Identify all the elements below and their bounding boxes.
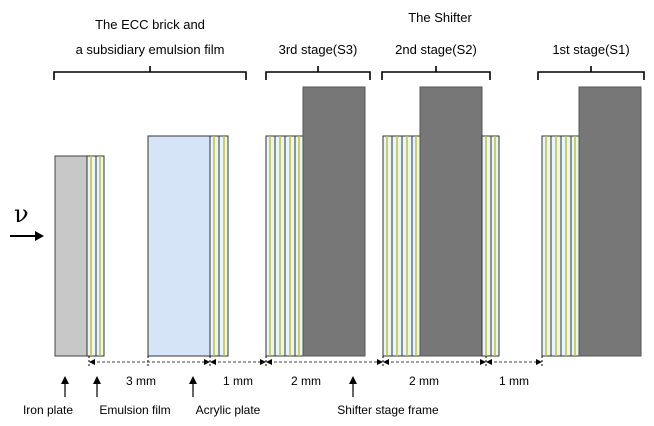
dim-1mm-label-a: 1 mm <box>223 374 253 388</box>
stage1-label: 1st stage(S1) <box>552 42 629 57</box>
stage1-bracket <box>537 66 645 80</box>
dim-1mm-line-b <box>486 359 542 365</box>
shifter-frame-pointer-icon <box>349 376 357 397</box>
dim-2mm-label-a: 2 mm <box>291 374 321 388</box>
dim-1mm-label-b: 1 mm <box>499 374 529 388</box>
dim-2mm-label-b: 2 mm <box>409 374 439 388</box>
emulsion-film-pointer-icon <box>93 376 101 397</box>
iron-plate-pointer-icon <box>61 376 69 397</box>
acrylic-plate-pointer-icon <box>189 376 197 397</box>
beam-arrow-icon <box>10 231 44 241</box>
dim-1mm-line-a <box>210 359 266 365</box>
dim-3mm-line <box>89 359 210 365</box>
stage1-frame <box>578 86 642 357</box>
stage3-frame <box>302 86 366 357</box>
stage3-label: 3rd stage(S3) <box>279 42 358 57</box>
shifter-frame-label: Shifter stage frame <box>337 403 439 417</box>
stage2-films-front <box>382 135 421 357</box>
stage2-frame <box>419 86 483 357</box>
dim-2mm-line-a <box>266 359 383 365</box>
acrylic-plate <box>147 135 211 357</box>
ecc-emulsion-film <box>86 155 105 357</box>
shifter-label: The Shifter <box>408 10 472 25</box>
stage2-films-back <box>481 135 500 357</box>
iron-plate-label: Iron plate <box>23 403 73 417</box>
acrylic-plate-label: Acrylic plate <box>196 403 261 417</box>
stage2-label: 2nd stage(S2) <box>395 42 477 57</box>
neutrino-symbol: ν <box>14 200 29 228</box>
stage1-films <box>541 135 580 357</box>
ecc-brick-label-line2: a subsidiary emulsion film <box>76 42 225 57</box>
stage2-bracket <box>381 66 491 80</box>
stage3-films <box>265 135 304 357</box>
stage3-bracket <box>265 66 371 80</box>
dim-3mm-label: 3 mm <box>126 374 156 388</box>
ecc-brick-label-line1: The ECC brick and <box>95 17 205 32</box>
dim-2mm-line-b <box>383 359 486 365</box>
subsidiary-emulsion-film <box>209 135 229 357</box>
ecc-brick-bracket <box>53 66 247 80</box>
iron-plate <box>54 155 88 357</box>
emulsion-film-label: Emulsion film <box>99 403 170 417</box>
